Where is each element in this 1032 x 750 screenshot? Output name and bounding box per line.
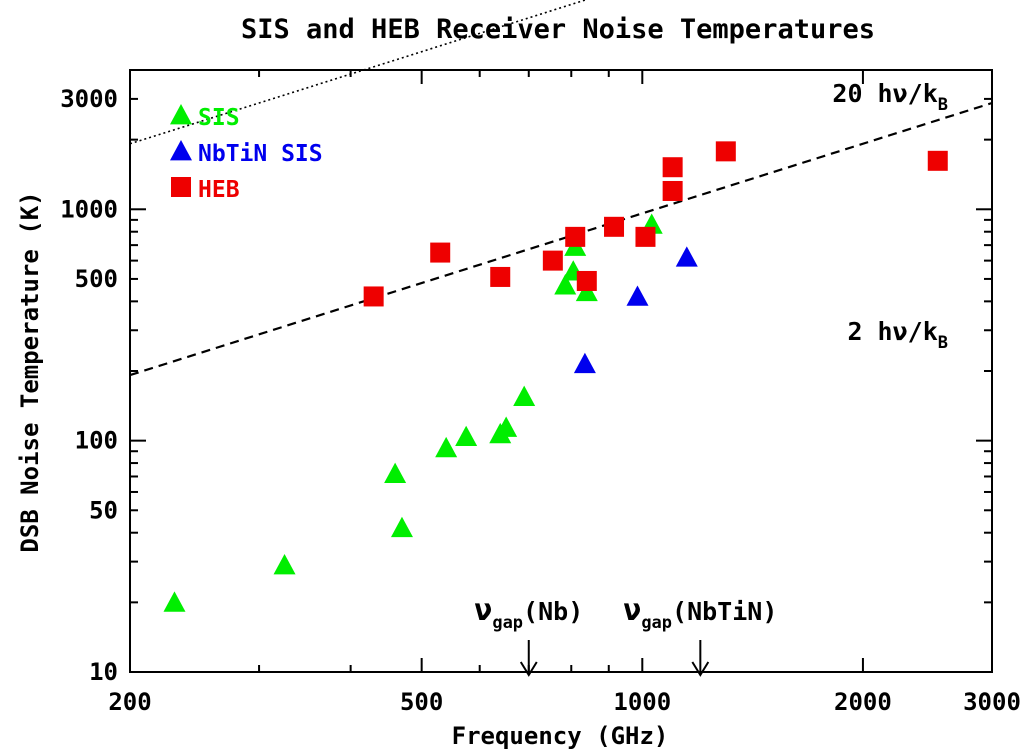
x-axis-label: Frequency (GHz): [452, 722, 669, 750]
nbtin-sis-point: [573, 352, 596, 374]
gap-arrow-head: [519, 661, 538, 677]
heb-point: [576, 270, 597, 291]
heb-point: [542, 250, 563, 271]
reference-lines: [129, 0, 993, 377]
heb-point: [927, 150, 948, 171]
y-tick-label: 50: [89, 496, 118, 524]
reference-line-labels: 20 hν/kB 2 hν/kB: [832, 79, 948, 353]
sis-legend-label: SIS: [198, 105, 240, 131]
sis-point: [273, 554, 296, 575]
sis-point: [455, 425, 478, 447]
heb-point: [715, 141, 736, 162]
x-tick-label: 3000: [963, 688, 1021, 716]
heb-point: [490, 266, 511, 287]
sis-point: [554, 274, 577, 295]
heb-point: [635, 226, 656, 247]
sis-point: [513, 385, 536, 406]
y-axis-label: DSB Noise Temperature (K): [16, 191, 44, 552]
sis-point: [390, 516, 413, 538]
x-tick-label: 2000: [834, 688, 892, 716]
y-tick-label: 3000: [60, 85, 118, 113]
line-20hv-kb: [129, 0, 589, 145]
nbtin-sis-legend-label: NbTiN SIS: [198, 141, 323, 167]
nbtin-sis-point: [675, 246, 698, 267]
axis-ticks: [129, 69, 993, 673]
heb-legend-label: HEB: [198, 177, 240, 203]
sis-point: [384, 462, 407, 484]
sis-point: [163, 591, 186, 612]
x-tick-label: 500: [400, 688, 443, 716]
chart-title: SIS and HEB Receiver Noise Temperatures: [241, 14, 875, 45]
gap-label: νgap(NbTiN): [623, 593, 777, 633]
y-tick-label: 500: [75, 265, 118, 293]
gap-annotations: νgap(Nb) νgap(NbTiN): [474, 593, 777, 677]
legend: SIS NbTiN SIS HEB: [170, 104, 323, 203]
gap-label: νgap(Nb): [474, 593, 583, 633]
heb-point: [662, 157, 683, 178]
x-tick-label: 1000: [613, 688, 671, 716]
heb-point: [363, 286, 384, 307]
nbtin-sis-point: [626, 285, 649, 306]
heb-point: [430, 242, 451, 263]
x-tick-label: 200: [108, 688, 151, 716]
sis-point: [435, 436, 458, 458]
y-tick-labels: 10 50 100 500 1000 3000: [60, 85, 118, 686]
nbtin-sis-legend-marker: [170, 140, 192, 161]
heb-point: [604, 216, 625, 237]
heb-point: [565, 226, 586, 247]
data-points: [163, 141, 948, 612]
sis-point: [495, 416, 518, 437]
heb-point: [662, 180, 683, 201]
y-tick-label: 100: [75, 427, 118, 455]
y-tick-label: 10: [89, 658, 118, 686]
heb-legend-marker: [171, 177, 191, 197]
x-tick-labels: 200 500 1000 2000 3000: [108, 688, 1021, 716]
reference-line-label: 2 hν/kB: [847, 317, 948, 353]
gap-arrow-head: [691, 661, 710, 677]
reference-line-label: 20 hν/kB: [832, 79, 948, 115]
y-tick-label: 1000: [60, 195, 118, 223]
sis-legend-marker: [170, 104, 192, 125]
line-2hv-kb: [129, 101, 993, 377]
